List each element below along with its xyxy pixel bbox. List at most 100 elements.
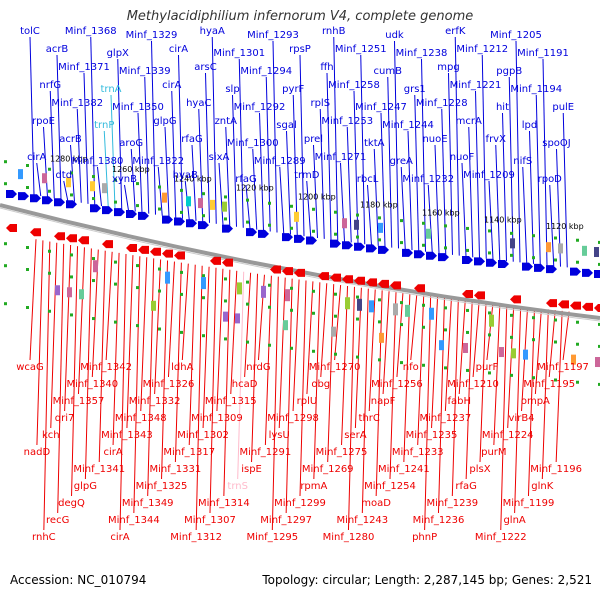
track-dot — [554, 318, 557, 322]
reverse-gene-arrow — [546, 299, 557, 308]
forward-leader-line — [542, 58, 548, 266]
forward-gene-label: Minf_1221 — [450, 80, 502, 91]
track-dot — [158, 327, 161, 331]
forward-gene-label: acrB — [46, 44, 69, 55]
reverse-gene-label: Minf_1256 — [371, 379, 423, 390]
reverse-gene-arrow — [474, 291, 485, 300]
reverse-gene-label: Minf_1210 — [447, 379, 499, 390]
forward-leader-line — [130, 148, 136, 212]
forward-leader-line — [252, 148, 258, 230]
reverse-leader-line — [271, 276, 279, 531]
reverse-gene-label: nfo — [403, 362, 419, 373]
forward-gene-label: frvX — [486, 134, 507, 145]
cog-box — [42, 173, 47, 184]
reverse-gene-label: Minf_1342 — [80, 362, 132, 373]
reverse-leader-line — [202, 266, 210, 429]
forward-leader-line — [265, 76, 271, 232]
reverse-gene-label: Minf_1326 — [143, 379, 195, 390]
forward-gene-label: xynB — [112, 174, 137, 185]
scale-label: 1180 kbp — [360, 201, 398, 210]
reverse-gene-label: rplU — [297, 396, 318, 407]
reverse-gene-label: Minf_1317 — [163, 447, 215, 458]
reverse-gene-arrow — [126, 244, 137, 253]
forward-gene-label: arsC — [194, 62, 216, 73]
forward-leader-line — [502, 112, 507, 261]
reverse-gene-label: Minf_1241 — [378, 464, 430, 475]
cog-box — [405, 304, 410, 317]
forward-gene-label: Minf_1253 — [321, 116, 373, 127]
reverse-gene-label: phnP — [412, 532, 437, 543]
reverse-leader-line — [320, 283, 328, 378]
reverse-gene-label: lysU — [269, 430, 290, 441]
forward-gene-label: pyrF — [282, 84, 304, 95]
track-dot — [334, 314, 337, 318]
forward-gene-arrow — [546, 265, 557, 274]
reverse-leader-line — [313, 282, 321, 480]
scale-label: 1200 kbp — [298, 192, 336, 201]
reverse-gene-arrow — [594, 304, 600, 313]
reverse-leader-line — [209, 267, 217, 514]
forward-leader-line — [144, 76, 150, 214]
forward-gene-label: pgpB — [496, 66, 522, 77]
forward-gene-arrow — [498, 260, 509, 269]
forward-gene-arrow — [438, 253, 449, 262]
track-dot — [510, 373, 513, 377]
reverse-gene-label: Minf_1349 — [122, 498, 174, 509]
cog-box — [331, 326, 336, 337]
track-dot — [114, 200, 117, 204]
forward-leader-line — [272, 40, 278, 233]
forward-gene-label: Minf_1350 — [112, 102, 164, 113]
track-dot — [70, 313, 73, 317]
reverse-gene-label: Minf_1269 — [302, 464, 354, 475]
cog-box — [595, 357, 600, 368]
forward-gene-label: sgal — [276, 120, 296, 131]
forward-leader-line — [306, 180, 312, 238]
track-dot — [290, 226, 293, 230]
forward-gene-arrow — [330, 239, 341, 248]
reverse-leader-line — [327, 284, 335, 463]
forward-leader-line — [394, 40, 399, 249]
forward-gene-label: cumB — [374, 66, 403, 77]
forward-gene-label: pulE — [552, 102, 574, 113]
reverse-gene-label: rnhC — [32, 532, 56, 543]
track-dot — [202, 274, 205, 278]
track-dot — [114, 260, 117, 264]
track-dot — [158, 185, 161, 189]
forward-gene-label: Minf_1205 — [490, 30, 542, 41]
reverse-gene-label: Minf_1243 — [336, 515, 388, 526]
track-dot — [488, 371, 491, 375]
forward-gene-label: Minf_1232 — [402, 174, 454, 185]
track-dot — [444, 306, 447, 310]
track-dot — [246, 198, 249, 202]
forward-gene-label: Minf_1293 — [247, 30, 299, 41]
forward-leader-line — [400, 166, 406, 250]
track-dot — [48, 309, 51, 313]
forward-leader-line — [83, 72, 89, 204]
forward-gene-arrow — [66, 200, 77, 209]
track-dot — [554, 258, 557, 262]
reverse-leader-line — [230, 270, 238, 395]
forward-leader-line — [56, 54, 62, 200]
reverse-gene-label: Minf_1312 — [170, 532, 222, 543]
track-dot — [70, 193, 73, 197]
forward-leader-line — [286, 130, 291, 235]
forward-leader-line — [414, 94, 420, 251]
track-dot — [400, 219, 403, 223]
reverse-gene-label: glnA — [503, 515, 525, 526]
track-dot — [312, 311, 315, 315]
forward-gene-arrow — [174, 217, 185, 226]
track-dot — [510, 313, 513, 317]
reverse-leader-line — [472, 301, 480, 378]
forward-gene-arrow — [42, 196, 53, 205]
track-dot — [576, 342, 579, 346]
reverse-leader-line — [216, 268, 224, 412]
reverse-gene-label: Minf_1197 — [537, 362, 589, 373]
reverse-leader-line — [444, 298, 452, 412]
cog-box — [222, 201, 227, 212]
forward-gene-label: Minf_1212 — [456, 44, 508, 55]
reverse-gene-label: Minf_1343 — [101, 430, 153, 441]
track-dot — [598, 322, 600, 326]
forward-gene-label: Minf_1380 — [72, 156, 124, 167]
reverse-gene-label: Minf_1239 — [426, 498, 478, 509]
reverse-gene-label: Minf_1307 — [184, 515, 236, 526]
